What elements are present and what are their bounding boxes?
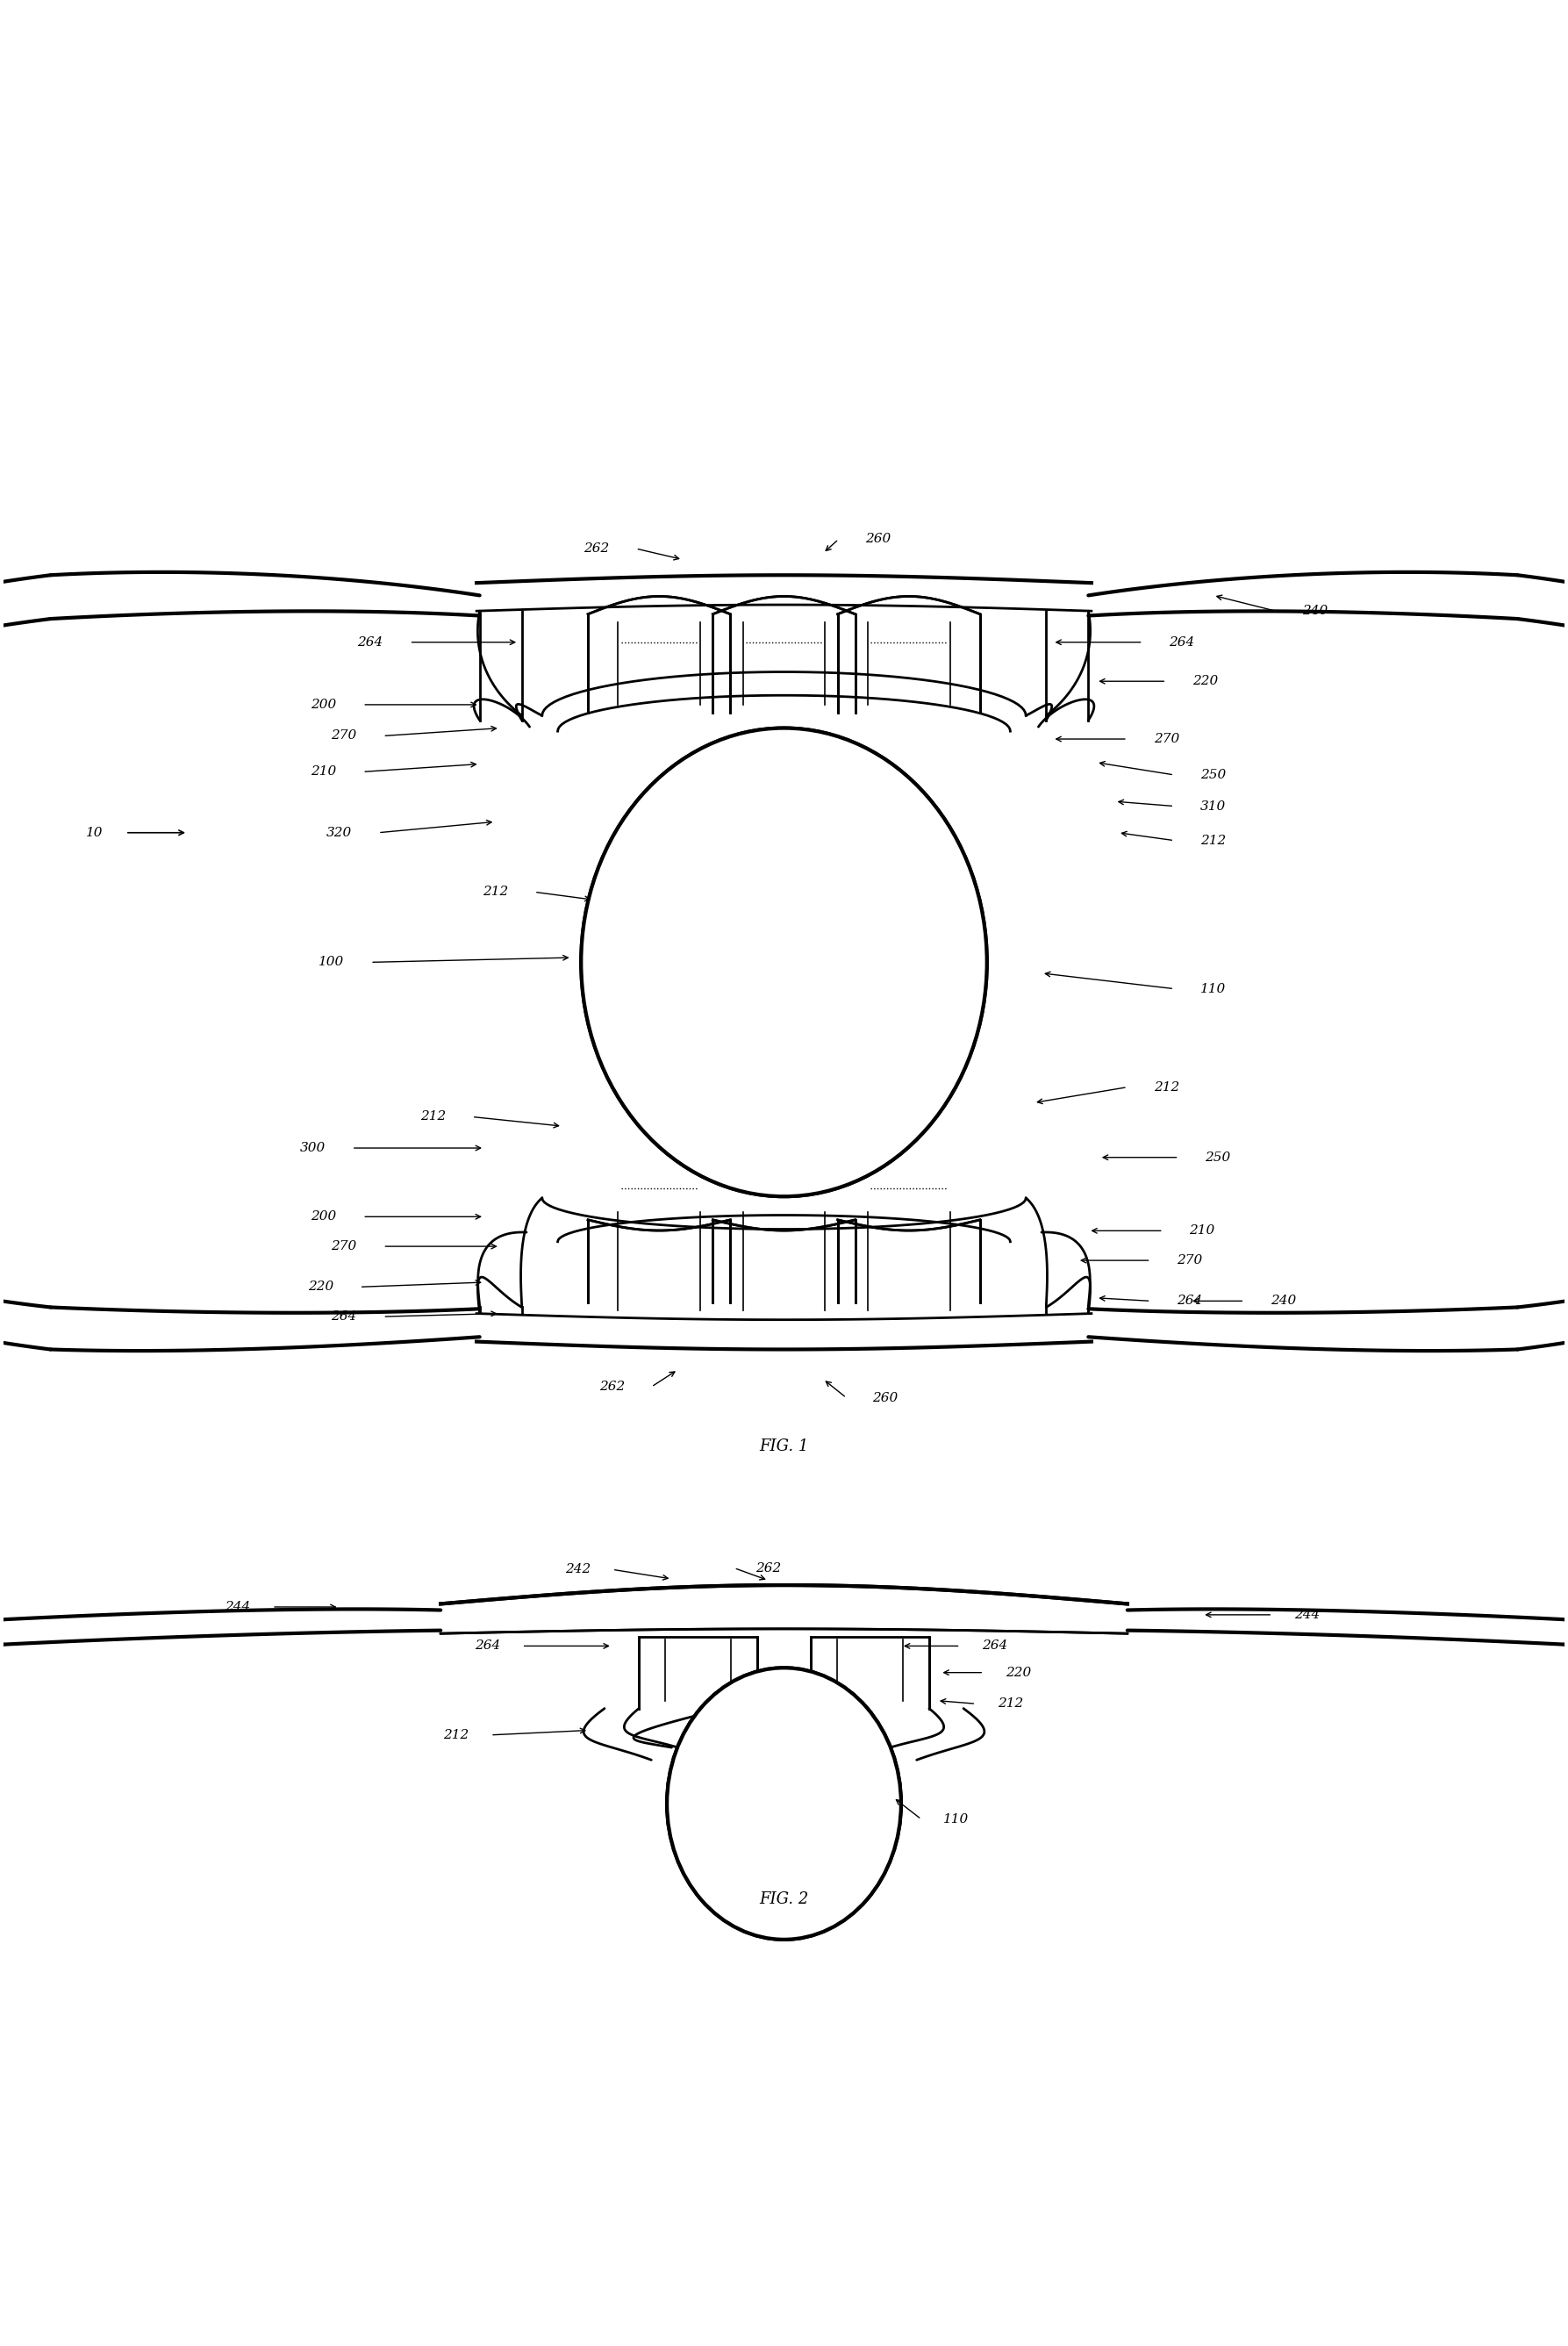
Text: 200: 200 <box>310 699 337 711</box>
Text: 210: 210 <box>1190 1225 1215 1236</box>
Text: 212: 212 <box>483 887 508 899</box>
Text: 110: 110 <box>1201 983 1226 995</box>
Polygon shape <box>0 1269 480 1354</box>
Polygon shape <box>1088 568 1568 657</box>
Text: 220: 220 <box>307 1281 334 1293</box>
Text: 262: 262 <box>583 542 610 554</box>
Text: 212: 212 <box>420 1110 445 1124</box>
Polygon shape <box>1088 1269 1568 1354</box>
Text: 100: 100 <box>318 957 345 969</box>
Text: 212: 212 <box>997 1699 1024 1710</box>
Text: 220: 220 <box>1005 1666 1030 1680</box>
Text: 210: 210 <box>310 765 337 779</box>
Text: 250: 250 <box>1206 1152 1231 1164</box>
Polygon shape <box>837 596 980 713</box>
Text: 212: 212 <box>1201 835 1226 847</box>
Text: 10: 10 <box>86 826 103 840</box>
Polygon shape <box>713 596 855 713</box>
Polygon shape <box>837 1220 980 1302</box>
Ellipse shape <box>666 1668 902 1940</box>
Ellipse shape <box>582 727 986 1196</box>
Text: 264: 264 <box>475 1640 500 1652</box>
Text: 320: 320 <box>326 826 353 840</box>
Text: 240: 240 <box>1270 1295 1297 1307</box>
Polygon shape <box>638 1638 757 1708</box>
Text: 270: 270 <box>1154 732 1179 746</box>
Text: 260: 260 <box>873 1391 898 1403</box>
Polygon shape <box>588 596 731 713</box>
Text: 242: 242 <box>564 1562 591 1577</box>
Text: 200: 200 <box>310 1211 337 1222</box>
Ellipse shape <box>582 727 986 1196</box>
Text: 260: 260 <box>866 533 891 544</box>
Text: 240: 240 <box>1301 605 1328 617</box>
Text: 262: 262 <box>756 1562 781 1574</box>
Text: 244: 244 <box>1294 1609 1320 1621</box>
Text: 220: 220 <box>1193 676 1218 687</box>
Text: 300: 300 <box>299 1143 326 1154</box>
Text: 264: 264 <box>1178 1295 1203 1307</box>
Polygon shape <box>0 1607 441 1666</box>
Text: 270: 270 <box>331 730 356 741</box>
Polygon shape <box>713 1220 855 1302</box>
Text: 110: 110 <box>942 1813 969 1825</box>
Text: FIG. 1: FIG. 1 <box>759 1438 809 1455</box>
Text: 270: 270 <box>331 1241 356 1253</box>
Ellipse shape <box>666 1668 902 1940</box>
Text: 270: 270 <box>1178 1255 1203 1267</box>
Text: 262: 262 <box>599 1382 626 1394</box>
Text: 212: 212 <box>444 1729 469 1741</box>
Text: 244: 244 <box>224 1600 251 1614</box>
Text: 264: 264 <box>1170 636 1195 647</box>
Text: 250: 250 <box>1201 769 1226 781</box>
Text: 310: 310 <box>1201 800 1226 812</box>
Polygon shape <box>1127 1607 1568 1666</box>
Polygon shape <box>0 568 480 657</box>
Text: FIG. 2: FIG. 2 <box>759 1891 809 1907</box>
Text: 264: 264 <box>331 1311 356 1323</box>
Polygon shape <box>588 1220 731 1302</box>
Text: 264: 264 <box>982 1640 1008 1652</box>
Text: 212: 212 <box>1154 1082 1179 1093</box>
Text: 264: 264 <box>358 636 383 647</box>
Polygon shape <box>811 1638 930 1708</box>
